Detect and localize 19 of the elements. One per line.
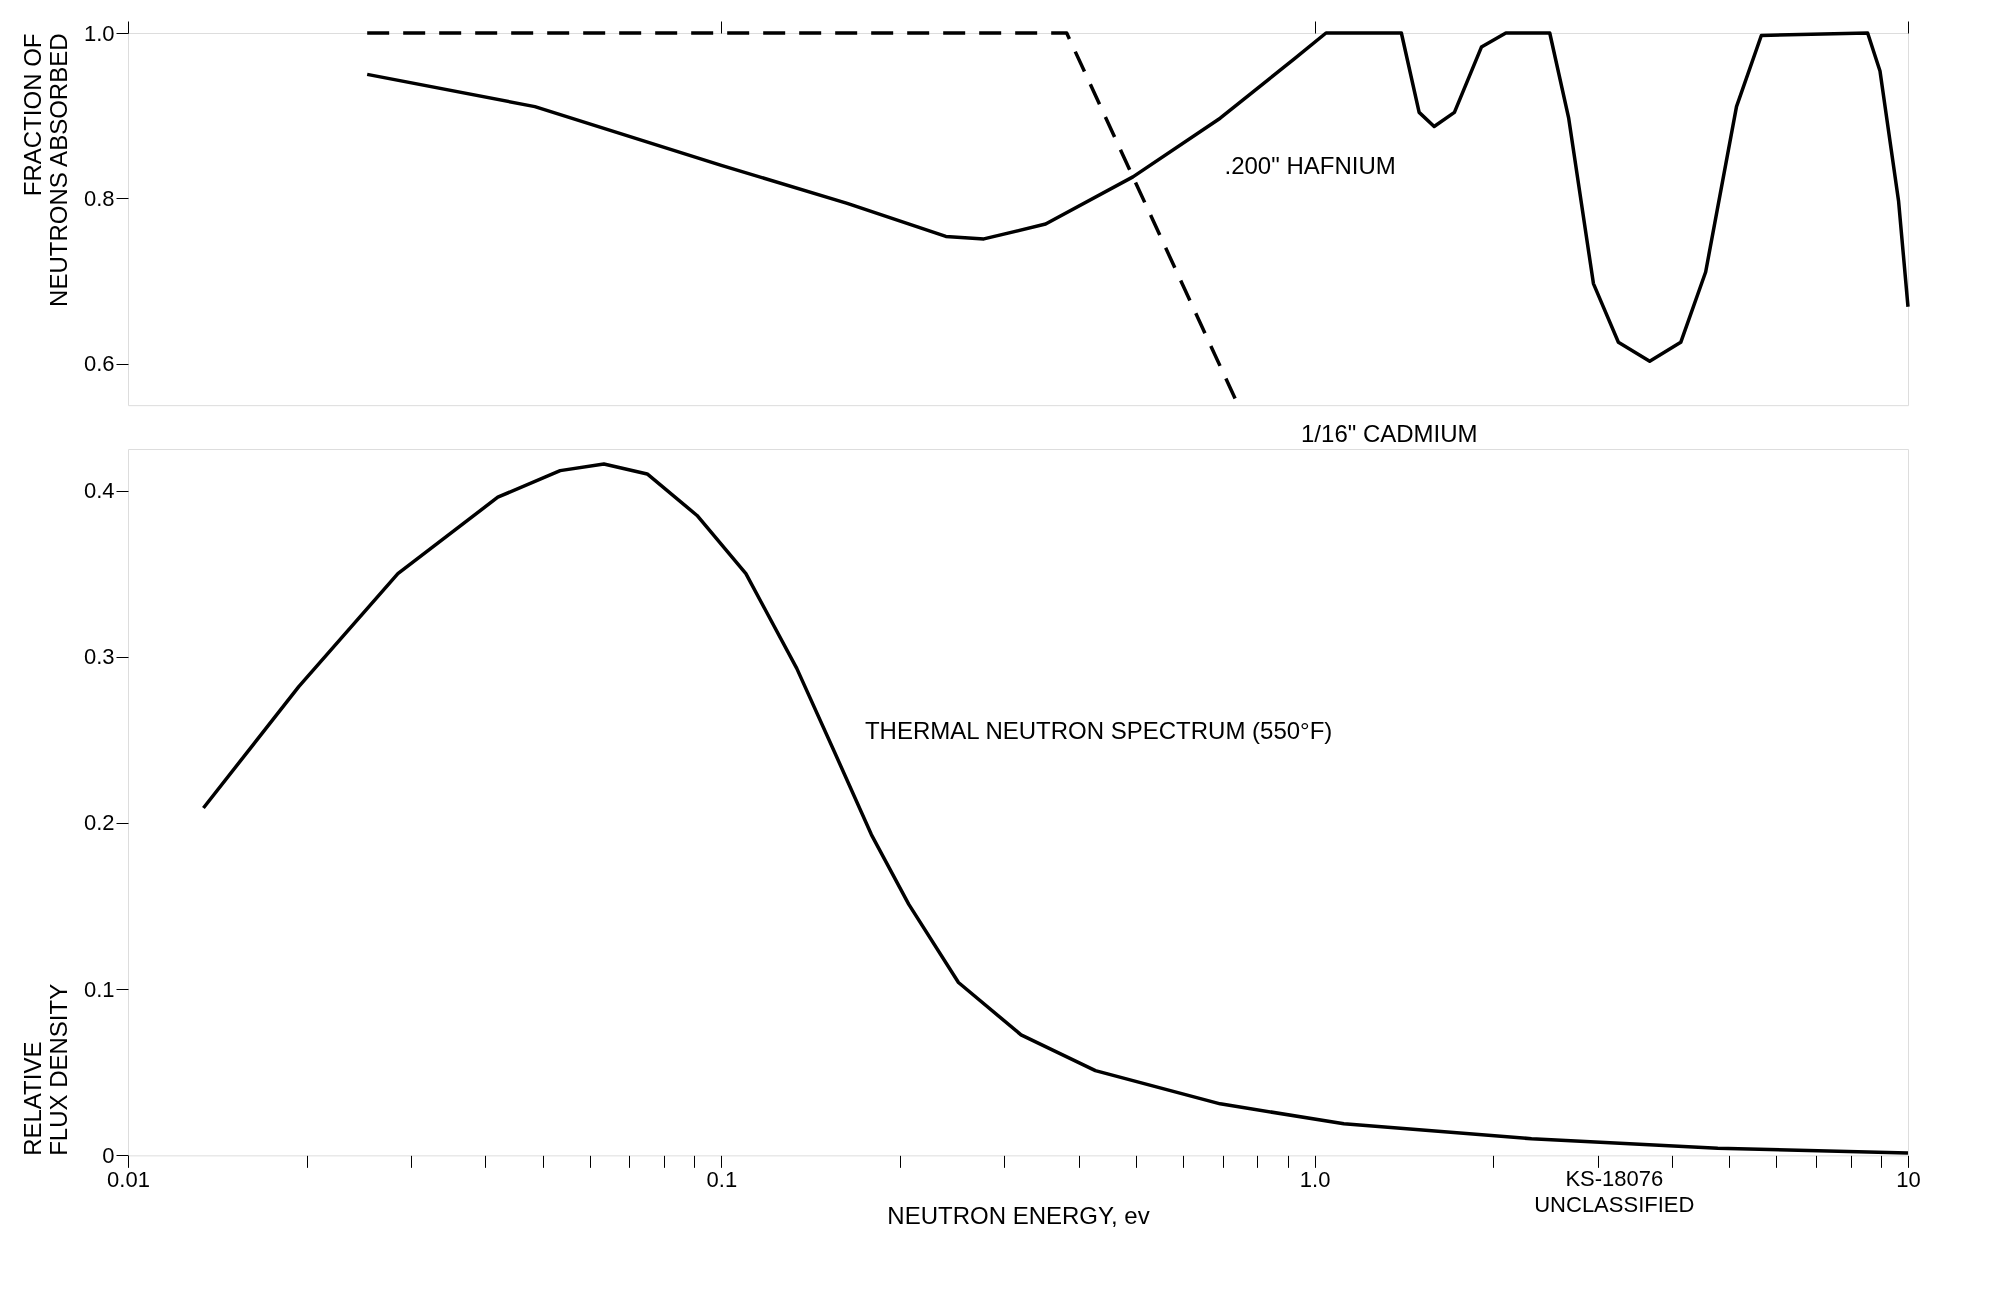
y-tick-label: 1.0 bbox=[83, 20, 115, 46]
x-tick-label: 10 bbox=[1896, 1166, 1921, 1192]
x-tick-label: 1.0 bbox=[1299, 1166, 1331, 1192]
y-tick-label: 0.1 bbox=[83, 976, 115, 1002]
y-axis-title: RELATIVE FLUX DENSITY bbox=[18, 983, 72, 1156]
y-axis-title: FRACTION OF NEUTRONS ABSORBED bbox=[18, 33, 72, 307]
y-tick-label: 0 bbox=[102, 1142, 115, 1168]
x-tick-label: 0.01 bbox=[107, 1166, 150, 1192]
x-axis-title: NEUTRON ENERGY, ev bbox=[887, 1201, 1150, 1229]
y-tick-label: 0.4 bbox=[83, 478, 115, 504]
y-tick-label: 0.2 bbox=[83, 810, 115, 836]
y-tick-label: 0.8 bbox=[83, 185, 115, 211]
series-label: .200" HAFNIUM bbox=[1224, 151, 1396, 179]
series-label: THERMAL NEUTRON SPECTRUM (550°F) bbox=[864, 716, 1333, 744]
y-tick-label: 0.6 bbox=[83, 351, 115, 377]
x-tick-label: 0.1 bbox=[706, 1166, 738, 1192]
y-tick-label: 0.3 bbox=[83, 644, 115, 670]
text: 1/16" CADMIUM bbox=[1301, 419, 1478, 447]
text: KS-18076 UNCLASSIFIED bbox=[1534, 1166, 1695, 1218]
